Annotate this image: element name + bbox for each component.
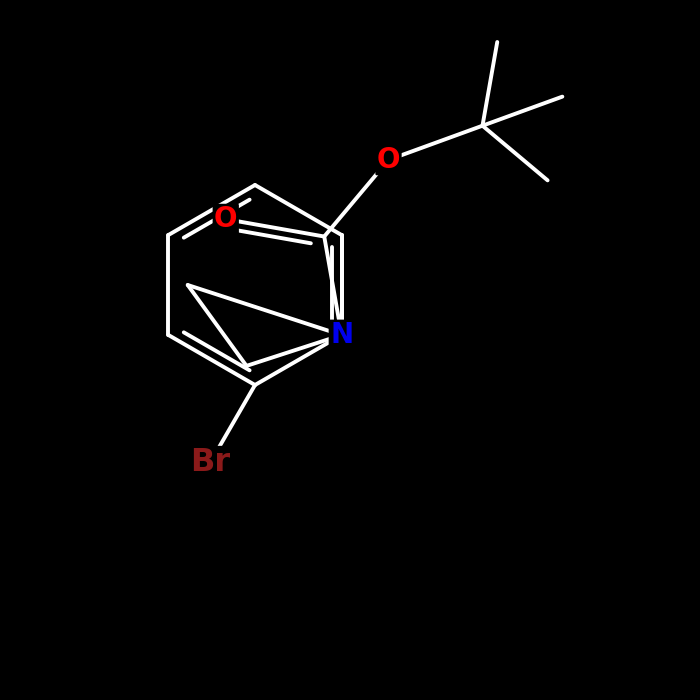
Text: O: O <box>214 205 237 233</box>
Text: Br: Br <box>190 447 230 478</box>
Text: N: N <box>330 321 354 349</box>
Text: O: O <box>377 146 400 174</box>
